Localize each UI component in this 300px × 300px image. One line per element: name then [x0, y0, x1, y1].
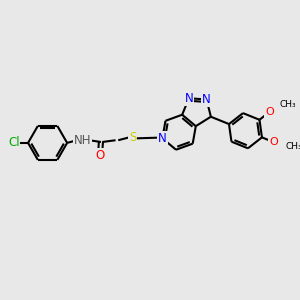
Text: N: N — [158, 132, 167, 145]
Text: NH: NH — [74, 134, 91, 147]
Text: Cl: Cl — [8, 136, 20, 149]
Text: N: N — [202, 93, 211, 106]
Text: CH₃: CH₃ — [279, 100, 296, 109]
Text: CH₃: CH₃ — [285, 142, 300, 151]
Text: O: O — [269, 137, 278, 147]
Text: O: O — [265, 107, 274, 117]
Text: O: O — [95, 149, 105, 162]
Text: S: S — [129, 131, 137, 144]
Text: N: N — [184, 92, 193, 105]
